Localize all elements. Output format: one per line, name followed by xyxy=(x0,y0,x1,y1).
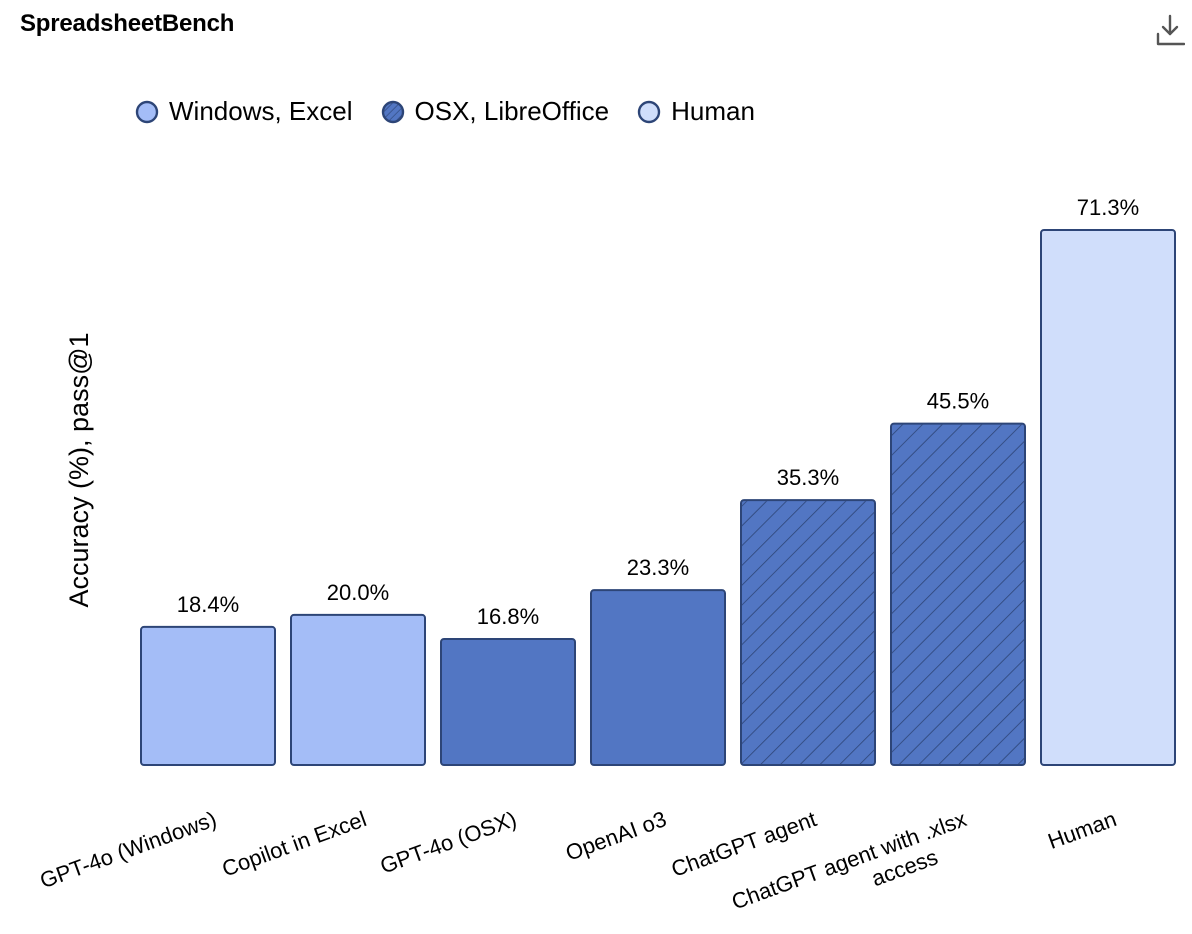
data-label-0: 18.4% xyxy=(177,592,239,617)
data-label-3: 23.3% xyxy=(627,555,689,580)
download-button[interactable] xyxy=(1155,14,1186,48)
bar-6[interactable] xyxy=(1040,229,1176,766)
legend-marker-osx-libreoffice xyxy=(381,100,404,123)
bar-0[interactable] xyxy=(140,625,276,766)
x-tick-label-6: Human xyxy=(1045,806,1120,854)
data-label-5: 45.5% xyxy=(927,389,989,414)
bar-hatch-4 xyxy=(742,501,874,764)
data-label-1: 20.0% xyxy=(327,580,389,605)
bar-2[interactable] xyxy=(440,637,576,767)
x-tick-label-3: OpenAI o3 xyxy=(562,806,669,865)
page-title: SpreadsheetBench xyxy=(20,10,235,37)
x-tick-label-0: GPT-4o (Windows) xyxy=(37,806,220,893)
data-label-6: 71.3% xyxy=(1077,195,1139,220)
x-tick-label-1: Copilot in Excel xyxy=(219,806,370,881)
legend-label: OSX, LibreOffice xyxy=(414,96,610,126)
data-label-2: 16.8% xyxy=(477,604,539,629)
legend-label: Windows, Excel xyxy=(169,96,353,126)
bar-1[interactable] xyxy=(290,613,426,766)
y-axis-label: Accuracy (%), pass@1 xyxy=(64,333,94,608)
chart-legend: Windows, Excel OSX, LibreOffice Human xyxy=(135,96,783,127)
x-tick-label-2: GPT-4o (OSX) xyxy=(377,806,520,878)
legend-label: Human xyxy=(671,96,755,126)
legend-item-osx-libreoffice[interactable]: OSX, LibreOffice xyxy=(381,96,610,127)
bar-hatch-5 xyxy=(892,424,1024,764)
bar-3[interactable] xyxy=(590,589,726,766)
legend-item-human[interactable]: Human xyxy=(637,96,755,127)
data-label-4: 35.3% xyxy=(777,465,839,490)
legend-item-windows-excel[interactable]: Windows, Excel xyxy=(135,96,353,127)
download-icon xyxy=(1156,14,1186,46)
legend-marker-human xyxy=(637,100,661,123)
legend-marker-windows-excel xyxy=(135,100,159,123)
